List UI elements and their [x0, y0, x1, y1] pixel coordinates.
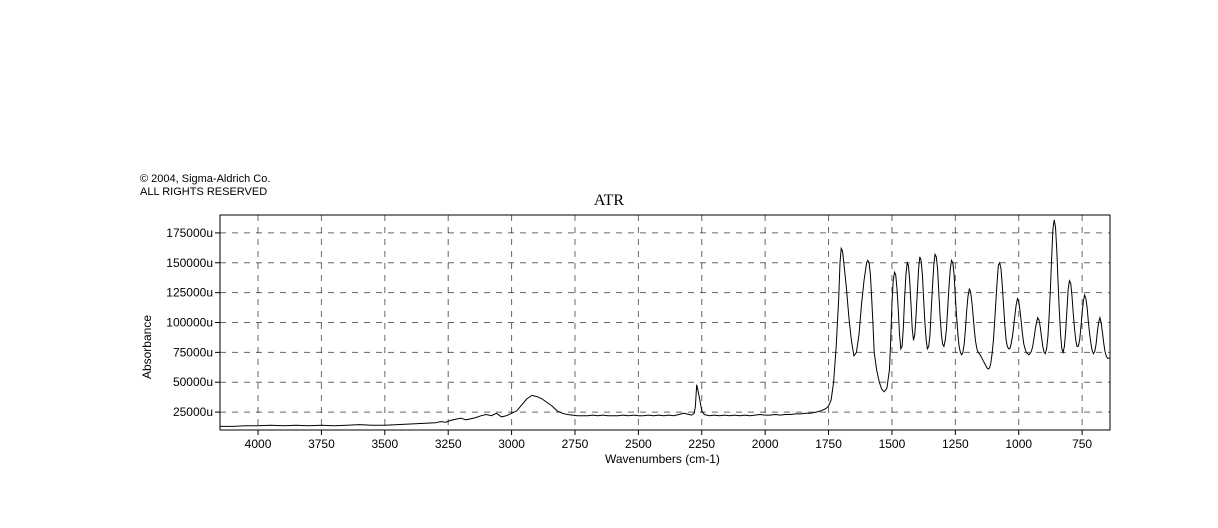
- svg-text:2750: 2750: [562, 437, 589, 451]
- svg-text:1250: 1250: [942, 437, 969, 451]
- svg-text:100000u: 100000u: [166, 316, 213, 330]
- svg-text:2500: 2500: [625, 437, 652, 451]
- svg-text:1500: 1500: [879, 437, 906, 451]
- svg-text:50000u: 50000u: [173, 375, 213, 389]
- chart-container: 25000u 50000u 75000u 100000u 125000u 150000u 1…: [140, 210, 1115, 470]
- svg-text:1750: 1750: [815, 437, 842, 451]
- svg-text:1000: 1000: [1005, 437, 1032, 451]
- svg-text:175000u: 175000u: [166, 226, 213, 240]
- svg-text:3250: 3250: [435, 437, 462, 451]
- svg-text:75000u: 75000u: [173, 345, 213, 359]
- copyright-line-1: © 2004, Sigma-Aldrich Co.: [140, 173, 270, 186]
- svg-text:3750: 3750: [308, 437, 335, 451]
- svg-text:3000: 3000: [498, 437, 525, 451]
- svg-text:750: 750: [1072, 437, 1092, 451]
- svg-text:150000u: 150000u: [166, 256, 213, 270]
- svg-text:2000: 2000: [752, 437, 779, 451]
- spectrum-chart: 25000u 50000u 75000u 100000u 125000u 150000u 1…: [140, 210, 1115, 470]
- svg-text:4000: 4000: [245, 437, 272, 451]
- svg-text:25000u: 25000u: [173, 405, 213, 419]
- x-axis-label: Wavenumbers (cm-1): [605, 452, 720, 466]
- svg-text:2250: 2250: [688, 437, 715, 451]
- page-root: © 2004, Sigma-Aldrich Co. ALL RIGHTS RES…: [0, 0, 1218, 528]
- chart-title: ATR: [0, 192, 1218, 210]
- svg-text:3500: 3500: [371, 437, 398, 451]
- svg-text:125000u: 125000u: [166, 286, 213, 300]
